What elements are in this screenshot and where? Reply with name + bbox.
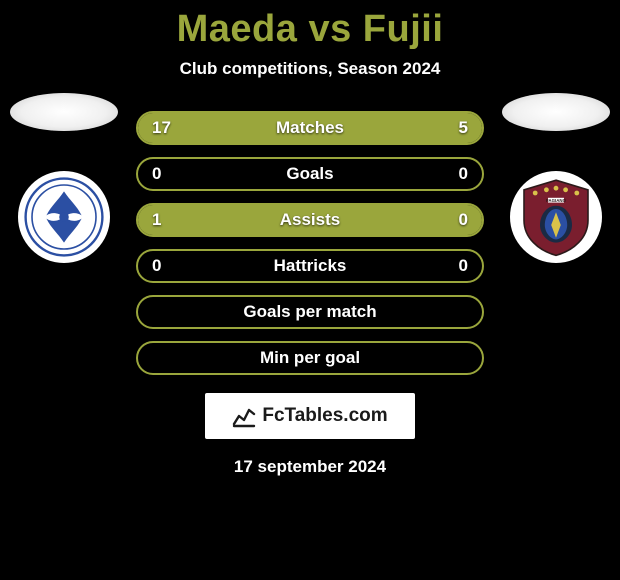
stat-right-value: 5 [459,118,468,138]
stat-label: Goals per match [243,302,376,322]
player-ellipse-left [10,93,118,131]
ellipse-icon [502,93,610,131]
stat-label: Min per goal [260,348,360,368]
page-subtitle: Club competitions, Season 2024 [0,59,620,79]
comparison-panel: FAGIANO 17 Matches 5 0 Goals 0 1 Assists… [0,111,620,477]
stat-left-value: 0 [152,164,161,184]
date-text: 17 september 2024 [0,457,620,477]
header: Maeda vs Fujii Club competitions, Season… [0,0,620,79]
stat-bars: 17 Matches 5 0 Goals 0 1 Assists 0 0 Hat… [136,111,484,375]
stat-left-value: 1 [152,210,161,230]
stat-left-value: 0 [152,256,161,276]
stat-bar-min-per-goal: Min per goal [136,341,484,375]
stat-bar-goals: 0 Goals 0 [136,157,484,191]
page-title: Maeda vs Fujii [0,8,620,51]
club-badge-right: FAGIANO [510,171,602,263]
stat-bar-assists: 1 Assists 0 [136,203,484,237]
ellipse-icon [10,93,118,131]
stat-label: Matches [276,118,344,138]
club-badge-left [18,171,110,263]
stat-right-value: 0 [459,210,468,230]
fagiano-badge-icon: FAGIANO [516,177,596,257]
stat-label: Assists [280,210,340,230]
stat-bar-hattricks: 0 Hattricks 0 [136,249,484,283]
stat-right-value: 0 [459,256,468,276]
stat-bar-goals-per-match: Goals per match [136,295,484,329]
fctables-logo-icon [232,404,256,428]
stat-label: Goals [286,164,333,184]
stat-label: Hattricks [274,256,347,276]
svg-text:FAGIANO: FAGIANO [546,198,567,203]
stat-bar-matches: 17 Matches 5 [136,111,484,145]
branding-link[interactable]: FcTables.com [205,393,415,439]
mito-hollyhock-badge-icon [24,177,104,257]
player-ellipse-right [502,93,610,131]
stat-left-value: 17 [152,118,171,138]
branding-text: FcTables.com [262,405,387,427]
stat-right-value: 0 [459,164,468,184]
